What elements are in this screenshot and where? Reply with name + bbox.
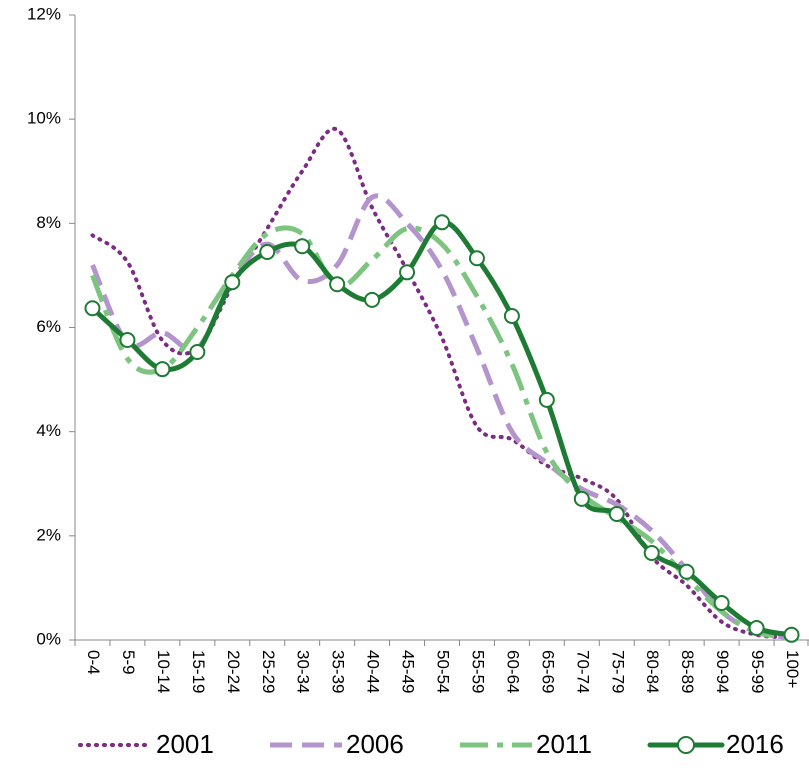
point <box>399 264 416 281</box>
legend-marker <box>677 736 695 754</box>
x-tick-label: 90-94 <box>713 650 732 693</box>
y-tick-label: 6% <box>36 317 61 336</box>
legend-item: 2006 <box>270 729 404 759</box>
point <box>538 391 555 408</box>
x-tick-label: 40-44 <box>364 650 383 693</box>
x-tick-label: 55-59 <box>468 650 487 693</box>
x-tick-label: 15-19 <box>189 650 208 693</box>
point <box>573 490 590 507</box>
x-tick-label: 80-84 <box>643 650 662 693</box>
x-tick-label: 25-29 <box>259 650 278 693</box>
point <box>713 595 730 612</box>
legend-item: 2001 <box>78 729 214 759</box>
point <box>294 238 311 255</box>
x-tick-label: 70-74 <box>573 650 592 693</box>
x-tick-label: 60-64 <box>503 650 522 693</box>
x-tick-label: 65-69 <box>538 650 557 693</box>
point <box>468 250 485 267</box>
point <box>748 620 765 637</box>
y-tick-label: 8% <box>36 213 61 232</box>
y-tick-label: 10% <box>27 109 61 128</box>
point <box>643 545 660 562</box>
point <box>364 291 381 308</box>
point <box>608 505 625 522</box>
y-tick-label: 4% <box>36 421 61 440</box>
point <box>154 361 171 378</box>
point <box>84 300 101 317</box>
x-tick-label: 30-34 <box>294 650 313 693</box>
x-tick-label: 45-49 <box>399 650 418 693</box>
x-tick-label: 75-79 <box>608 650 627 693</box>
x-tick-label: 0-4 <box>84 650 103 675</box>
x-tick-label: 95-99 <box>748 650 767 693</box>
point <box>678 563 695 580</box>
point <box>783 626 800 643</box>
point <box>119 332 136 348</box>
x-tick-label: 85-89 <box>678 650 697 693</box>
legend-item: 2016 <box>647 729 784 759</box>
point <box>259 243 276 260</box>
point <box>189 343 206 360</box>
legend-label: 2016 <box>726 729 784 759</box>
point <box>224 274 241 291</box>
point <box>503 308 520 325</box>
x-tick-label: 100+ <box>783 650 802 688</box>
y-tick-label: 0% <box>36 629 61 648</box>
x-tick-label: 10-14 <box>154 650 173 693</box>
x-tick-label: 35-39 <box>329 650 348 693</box>
point <box>434 214 450 231</box>
legend-item: 2011 <box>460 729 592 759</box>
legend-label: 2001 <box>156 729 214 759</box>
x-tick-label: 5-9 <box>119 650 138 675</box>
y-tick-label: 12% <box>27 4 61 23</box>
x-tick-label: 20-24 <box>224 650 243 693</box>
x-tick-label: 50-54 <box>434 650 453 693</box>
legend-label: 2011 <box>536 729 592 759</box>
point <box>329 276 346 293</box>
series-line <box>90 126 794 640</box>
legend-label: 2006 <box>346 729 404 759</box>
y-tick-label: 2% <box>36 525 61 544</box>
